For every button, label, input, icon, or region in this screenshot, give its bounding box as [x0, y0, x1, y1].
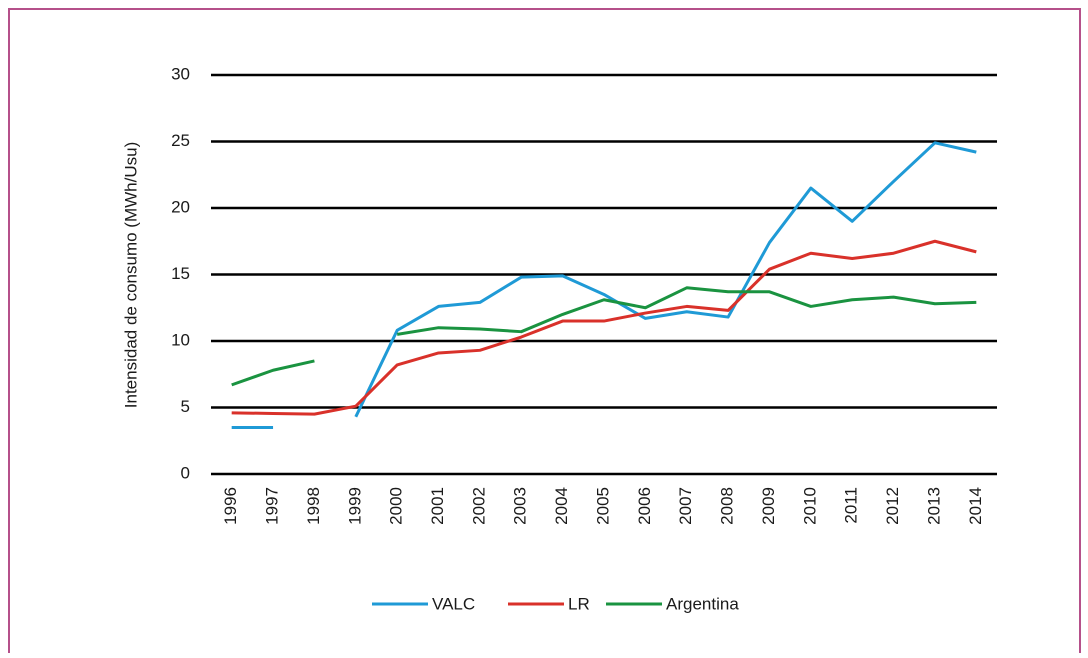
x-tick-label: 2013	[924, 487, 943, 525]
y-tick-label: 15	[171, 264, 190, 283]
series-line	[231, 286, 977, 387]
y-tick-label: 30	[171, 64, 190, 83]
legend-label: VALC	[432, 594, 475, 613]
x-tick-label: 2006	[635, 487, 654, 525]
y-tick-label: 10	[171, 330, 190, 349]
x-tick-label: 2002	[469, 487, 488, 525]
frame	[8, 8, 1081, 653]
x-tick-label: 2011	[842, 487, 861, 524]
x-tick-label: 1998	[304, 487, 323, 525]
x-tick-label: 2007	[676, 487, 695, 525]
series-line	[231, 239, 977, 416]
x-tick-label: 2003	[511, 487, 530, 525]
x-tick-label: 2005	[593, 487, 612, 525]
x-tick-label: 1997	[263, 487, 282, 525]
x-tick-label: 2012	[883, 487, 902, 525]
x-tick-label: 2009	[759, 487, 778, 525]
y-tick-label: 0	[181, 463, 190, 482]
y-axis-label: Intensidad de consumo (MWh/Usu)	[121, 142, 140, 408]
x-tick-label: 2010	[800, 487, 819, 525]
x-tick-label: 2001	[428, 487, 447, 525]
legend-label: Argentina	[666, 594, 739, 613]
y-tick-label: 5	[181, 397, 190, 416]
x-tick-label: 2000	[387, 487, 406, 525]
legend-label: LR	[568, 594, 590, 613]
x-tick-label: 2014	[966, 487, 985, 525]
x-tick-label: 1999	[345, 487, 364, 525]
x-tick-label: 2008	[718, 487, 737, 525]
series-line	[231, 141, 977, 429]
x-tick-label: 2004	[552, 487, 571, 525]
y-tick-label: 25	[171, 131, 190, 150]
x-tick-label: 1996	[221, 487, 240, 525]
y-tick-label: 20	[171, 197, 190, 216]
